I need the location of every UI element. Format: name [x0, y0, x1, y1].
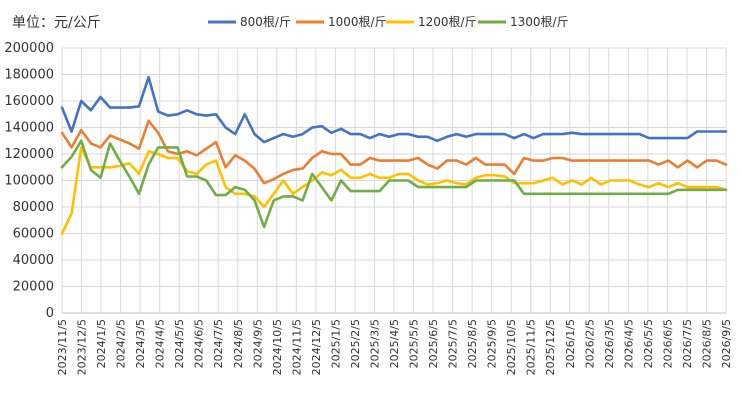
x-tick-label: 2025/3/5: [368, 319, 381, 368]
x-tick-label: 2025/7/5: [447, 319, 460, 368]
y-tick-label: 140000: [4, 121, 54, 136]
x-tick-label: 2026/9/5: [720, 319, 733, 368]
y-axis: 0 20000 40000 60000 80000 100000 120000 140000 1…: [4, 41, 54, 321]
x-axis: 2023/11/5 2023/12/5 2024/1/5 2024/2/5 2024/3…: [56, 312, 733, 375]
x-tick-label: 2026/1/5: [564, 319, 577, 368]
series-line-1: [60, 75, 728, 144]
legend-label-1: 800根/斤: [240, 15, 291, 29]
x-tick-label: 2025/6/5: [427, 319, 440, 368]
y-tick-label: 100000: [4, 174, 54, 189]
x-tick-label: 2024/12/5: [310, 319, 323, 375]
legend-label-4: 1300根/斤: [510, 15, 569, 29]
series-line-4: [60, 139, 728, 229]
x-tick-label: 2025/12/5: [544, 319, 557, 375]
unit-label: 单位：元/公斤: [12, 15, 101, 31]
x-tick-label: 2025/11/5: [525, 319, 538, 375]
x-tick-label: 2026/4/5: [622, 319, 635, 368]
x-tick-label: 2024/1/5: [95, 319, 108, 368]
x-tick-label: 2025/4/5: [388, 319, 401, 368]
x-tick-label: 2025/5/5: [408, 319, 421, 368]
y-tick-label: 200000: [4, 41, 54, 56]
grid-lines: [61, 47, 727, 314]
y-tick-label: 120000: [4, 147, 54, 162]
legend-label-2: 1000根/斤: [328, 15, 387, 29]
x-tick-label: 2024/5/5: [173, 319, 186, 368]
y-tick-label: 60000: [13, 227, 54, 242]
y-tick-label: 80000: [13, 200, 54, 215]
series-line-3: [60, 146, 728, 235]
x-tick-label: 2024/9/5: [251, 319, 264, 368]
x-tick-label: 2024/10/5: [271, 319, 284, 375]
y-tick-label: 0: [46, 306, 54, 321]
x-tick-label: 2024/3/5: [134, 319, 147, 368]
x-tick-label: 2026/5/5: [642, 319, 655, 368]
x-tick-label: 2026/2/5: [583, 319, 596, 368]
x-tick-label: 2023/11/5: [56, 319, 69, 375]
series-lines: [60, 75, 728, 235]
x-tick-label: 2024/6/5: [193, 319, 206, 368]
x-tick-label: 2024/11/5: [290, 319, 303, 375]
x-tick-label: 2023/12/5: [76, 319, 89, 375]
y-tick-label: 180000: [4, 68, 54, 83]
y-tick-label: 160000: [4, 94, 54, 109]
x-tick-label: 2024/4/5: [154, 319, 167, 368]
x-tick-label: 2026/6/5: [661, 319, 674, 368]
x-tick-label: 2025/10/5: [505, 319, 518, 375]
x-tick-label: 2026/8/5: [700, 319, 713, 368]
y-tick-label: 40000: [13, 253, 54, 268]
x-tick-label: 2025/1/5: [329, 319, 342, 368]
legend-label-3: 1200根/斤: [418, 15, 477, 29]
x-tick-label: 2026/3/5: [603, 319, 616, 368]
x-tick-label: 2024/2/5: [115, 319, 128, 368]
x-tick-label: 2025/2/5: [349, 319, 362, 368]
y-tick-label: 20000: [13, 280, 54, 295]
x-tick-label: 2025/9/5: [486, 319, 499, 368]
x-tick-label: 2025/8/5: [466, 319, 479, 368]
x-tick-label: 2024/8/5: [232, 319, 245, 368]
legend: 800根/斤 1000根/斤 1200根/斤 1300根/斤: [208, 15, 569, 29]
x-tick-label: 2026/7/5: [681, 319, 694, 368]
series-line-2: [60, 119, 728, 185]
x-tick-label: 2024/7/5: [212, 319, 225, 368]
